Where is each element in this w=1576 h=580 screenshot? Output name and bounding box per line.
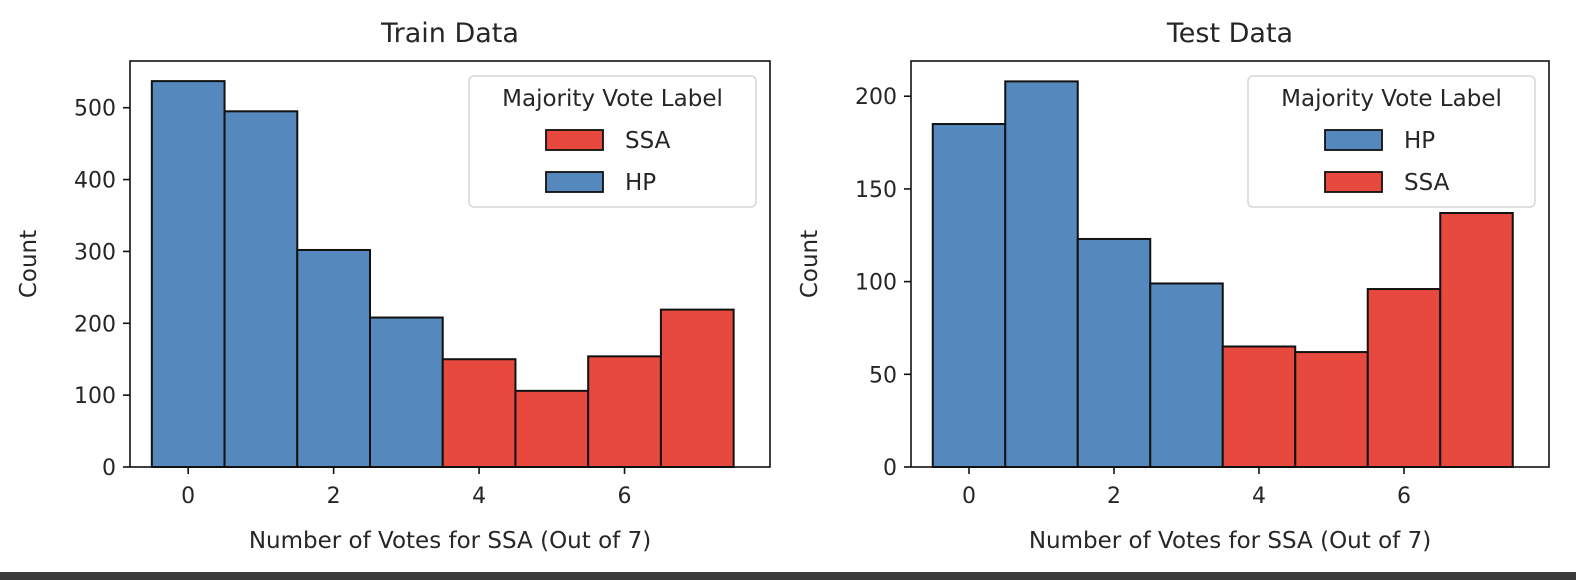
y-tick-label: 150 bbox=[855, 178, 897, 203]
x-tick-label: 6 bbox=[1397, 484, 1411, 509]
bar-ssa-7 bbox=[1439, 212, 1514, 468]
legend-box bbox=[1247, 75, 1536, 208]
y-tick-label: 200 bbox=[74, 312, 116, 337]
legend-label-ssa: SSA bbox=[625, 128, 671, 154]
legend-swatch-hp bbox=[1324, 129, 1383, 151]
y-tick-label: 400 bbox=[74, 169, 116, 194]
bar-ssa-4 bbox=[441, 358, 517, 469]
x-tick-label: 0 bbox=[962, 484, 976, 509]
legend-label-hp: HP bbox=[1404, 128, 1435, 154]
chart-title: Test Data bbox=[1166, 18, 1293, 49]
chart-title: Train Data bbox=[380, 18, 519, 49]
x-tick-label: 4 bbox=[472, 484, 486, 509]
y-tick-label: 500 bbox=[74, 97, 116, 122]
chart-panel-train: 0 2 4 6 0 100 200 300 400 500 Train Data Number of … bbox=[16, 18, 771, 554]
x-axis-label: Number of Votes for SSA (Out of 7) bbox=[1029, 528, 1431, 554]
legend-swatch-ssa bbox=[1324, 171, 1383, 193]
bar-ssa-4 bbox=[1221, 345, 1297, 468]
x-tick-label: 2 bbox=[1107, 484, 1121, 509]
legend: Majority Vote Label HP SSA bbox=[1247, 75, 1536, 208]
x-tick-label: 4 bbox=[1252, 484, 1266, 509]
legend-title: Majority Vote Label bbox=[1281, 86, 1502, 112]
y-axis-label: Count bbox=[16, 230, 42, 298]
bar-ssa-7 bbox=[659, 308, 735, 469]
bar-ssa-5 bbox=[514, 389, 590, 468]
axes-frame bbox=[910, 60, 1550, 468]
bar-hp-2 bbox=[1076, 237, 1152, 468]
bar-hp-0 bbox=[931, 123, 1007, 469]
y-axis-label: Count bbox=[797, 230, 823, 298]
legend-title: Majority Vote Label bbox=[502, 86, 723, 112]
bar-hp-1 bbox=[1004, 80, 1079, 468]
bar-ssa-6 bbox=[587, 355, 662, 468]
bar-hp-1 bbox=[223, 110, 299, 469]
x-axis-label: Number of Votes for SSA (Out of 7) bbox=[249, 528, 651, 554]
legend: Majority Vote Label SSA HP bbox=[468, 75, 757, 208]
bar-hp-3 bbox=[1149, 282, 1224, 468]
bar-ssa-5 bbox=[1294, 351, 1369, 468]
legend-label-ssa: SSA bbox=[1404, 170, 1450, 196]
x-tick-label: 0 bbox=[181, 484, 195, 509]
axes-frame bbox=[129, 60, 771, 468]
x-tick-label: 6 bbox=[618, 484, 632, 509]
legend-box bbox=[468, 75, 757, 208]
y-tick-label: 0 bbox=[102, 456, 116, 481]
chart-panel-test: 0 2 4 6 0 50 100 150 200 Test Data Number of Votes… bbox=[797, 18, 1550, 554]
bar-hp-3 bbox=[369, 316, 444, 468]
y-tick-label: 50 bbox=[869, 363, 897, 388]
y-tick-label: 200 bbox=[855, 85, 897, 110]
y-tick-label: 100 bbox=[74, 384, 116, 409]
bar-hp-2 bbox=[296, 248, 372, 468]
y-tick-label: 0 bbox=[883, 456, 897, 481]
bar-ssa-6 bbox=[1366, 288, 1442, 468]
legend-swatch-hp bbox=[545, 171, 604, 193]
legend-label-hp: HP bbox=[625, 170, 656, 196]
bar-hp-0 bbox=[150, 80, 226, 468]
bars bbox=[150, 80, 735, 469]
y-tick-label: 300 bbox=[74, 240, 116, 265]
window-bottom-edge bbox=[0, 572, 1576, 580]
y-tick-label: 100 bbox=[855, 271, 897, 296]
x-tick-label: 2 bbox=[327, 484, 341, 509]
legend-swatch-ssa bbox=[545, 129, 604, 151]
